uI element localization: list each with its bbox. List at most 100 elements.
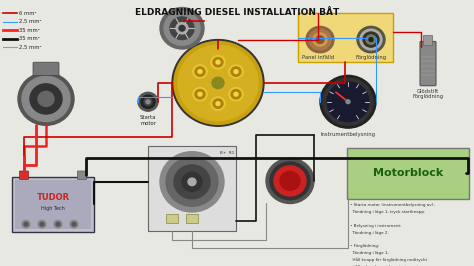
Circle shape — [229, 88, 243, 101]
FancyBboxPatch shape — [12, 177, 94, 232]
Circle shape — [313, 33, 327, 46]
Circle shape — [320, 75, 376, 128]
Text: Förglödning: Förglödning — [356, 55, 387, 60]
Text: Håll knapp för förglödning nedtryckt: Håll knapp för förglödning nedtryckt — [350, 258, 427, 262]
Circle shape — [56, 222, 60, 226]
Circle shape — [188, 178, 196, 186]
FancyBboxPatch shape — [298, 13, 393, 62]
Text: • Starta motor (instrumentbelysning av):: • Starta motor (instrumentbelysning av): — [350, 203, 435, 207]
FancyBboxPatch shape — [78, 171, 86, 180]
Circle shape — [195, 67, 205, 76]
Circle shape — [146, 100, 150, 104]
Circle shape — [270, 162, 310, 200]
Text: • Belysning i instrument:: • Belysning i instrument: — [350, 224, 401, 228]
Text: 35 mm²: 35 mm² — [19, 36, 40, 41]
Text: Motorblock: Motorblock — [373, 168, 443, 178]
Circle shape — [198, 70, 202, 73]
Circle shape — [216, 102, 220, 106]
Circle shape — [72, 222, 76, 226]
Text: Panel infälld: Panel infälld — [302, 55, 334, 60]
Text: Tändning i läge 1, tryck startknapp.: Tändning i läge 1, tryck startknapp. — [350, 210, 425, 214]
Circle shape — [174, 41, 262, 124]
Circle shape — [174, 165, 210, 199]
Circle shape — [216, 60, 220, 64]
Circle shape — [316, 36, 324, 43]
Text: 35 mm²: 35 mm² — [19, 28, 40, 33]
Circle shape — [306, 26, 334, 53]
Circle shape — [323, 78, 373, 125]
Circle shape — [360, 29, 382, 50]
Circle shape — [166, 157, 218, 206]
Circle shape — [54, 221, 62, 228]
Circle shape — [22, 221, 30, 228]
Circle shape — [366, 35, 376, 44]
Circle shape — [170, 17, 194, 40]
Circle shape — [309, 29, 331, 50]
Text: 2,5 mm²: 2,5 mm² — [19, 19, 42, 24]
Circle shape — [193, 65, 207, 78]
Circle shape — [266, 158, 314, 203]
Circle shape — [176, 23, 188, 34]
Text: 6 mm²: 6 mm² — [19, 11, 36, 16]
Circle shape — [38, 221, 46, 228]
Circle shape — [369, 38, 373, 41]
Text: TUDOR: TUDOR — [36, 193, 70, 202]
Circle shape — [160, 152, 224, 212]
Circle shape — [274, 166, 306, 196]
Circle shape — [212, 77, 224, 89]
Circle shape — [193, 88, 207, 101]
Text: Tändning i läge 2.: Tändning i läge 2. — [350, 231, 389, 235]
Text: High Tech: High Tech — [41, 206, 65, 211]
Circle shape — [229, 65, 243, 78]
Circle shape — [22, 76, 70, 122]
Circle shape — [211, 56, 225, 69]
FancyBboxPatch shape — [347, 148, 469, 199]
FancyBboxPatch shape — [148, 146, 236, 231]
Circle shape — [38, 92, 54, 106]
Circle shape — [164, 11, 200, 45]
Circle shape — [213, 99, 223, 108]
FancyBboxPatch shape — [420, 41, 436, 86]
Text: Glödstift
Förglödning: Glödstift Förglödning — [412, 89, 444, 99]
Circle shape — [211, 97, 225, 110]
Circle shape — [198, 92, 202, 96]
Circle shape — [172, 40, 264, 126]
Circle shape — [24, 222, 28, 226]
Circle shape — [213, 57, 223, 67]
Text: 2,5 mm²: 2,5 mm² — [19, 45, 42, 49]
Text: i 30 sekunder, sedan starta motor.: i 30 sekunder, sedan starta motor. — [350, 265, 423, 266]
Circle shape — [144, 98, 152, 106]
Circle shape — [280, 172, 300, 190]
Text: ELDRAGNING DIESEL INSTALLATION BÅT: ELDRAGNING DIESEL INSTALLATION BÅT — [135, 7, 339, 16]
Circle shape — [231, 67, 241, 76]
Text: Starta
motor: Starta motor — [140, 115, 156, 126]
Circle shape — [30, 84, 62, 114]
FancyBboxPatch shape — [186, 214, 198, 223]
Circle shape — [327, 82, 369, 122]
Circle shape — [231, 89, 241, 99]
Circle shape — [195, 89, 205, 99]
Circle shape — [70, 221, 78, 228]
Circle shape — [138, 92, 158, 111]
Circle shape — [160, 7, 204, 49]
Circle shape — [179, 26, 185, 31]
Text: Tändning i läge 1,: Tändning i läge 1, — [350, 251, 389, 255]
Circle shape — [141, 95, 155, 108]
Circle shape — [357, 26, 385, 53]
Circle shape — [363, 32, 379, 47]
Text: Instrumentbelysning: Instrumentbelysning — [320, 132, 375, 137]
Text: B+  R1: B+ R1 — [220, 151, 234, 155]
Circle shape — [18, 73, 74, 125]
FancyBboxPatch shape — [33, 62, 59, 75]
Text: • Förglödning:: • Förglödning: — [350, 244, 379, 248]
Circle shape — [234, 70, 238, 73]
FancyBboxPatch shape — [19, 171, 28, 180]
Circle shape — [346, 100, 350, 104]
FancyBboxPatch shape — [423, 35, 432, 46]
Circle shape — [178, 45, 258, 120]
FancyBboxPatch shape — [166, 214, 178, 223]
FancyBboxPatch shape — [15, 180, 91, 229]
Circle shape — [234, 92, 238, 96]
Circle shape — [40, 222, 44, 226]
Circle shape — [182, 172, 202, 191]
